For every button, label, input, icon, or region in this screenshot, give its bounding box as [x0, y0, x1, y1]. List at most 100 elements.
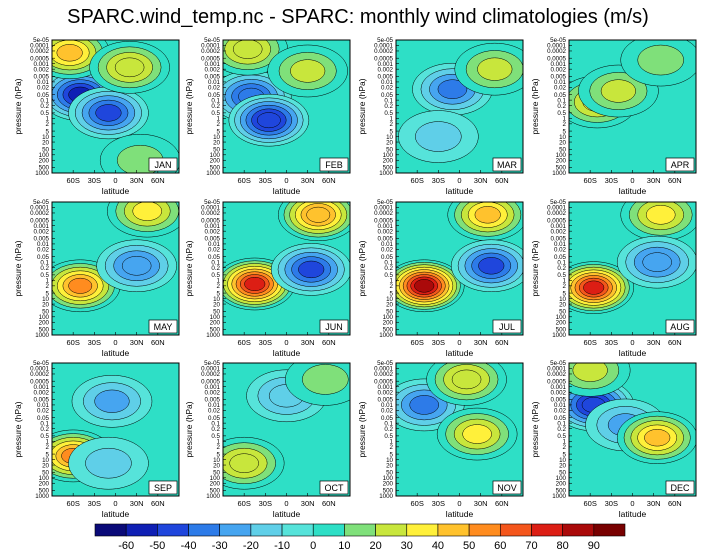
y-tick-label: 5 — [390, 128, 394, 135]
y-axis-label: pressure (hPa) — [13, 78, 23, 134]
y-tick-label: 0.0002 — [30, 210, 49, 217]
y-tick-label: 10 — [213, 134, 220, 141]
y-tick-label: 0.05 — [554, 254, 567, 261]
x-axis-label: latitude — [102, 509, 130, 519]
y-tick-label: 0.02 — [554, 247, 567, 254]
y-tick-label: 1 — [46, 439, 50, 446]
colorbar-swatch — [219, 523, 252, 537]
y-tick-label: 0.5 — [40, 110, 49, 117]
y-tick-label: 50 — [386, 146, 393, 153]
colorbar-label: 0 — [310, 540, 316, 552]
x-tick-label: 30N — [647, 338, 661, 347]
colorbar-label: 80 — [557, 540, 569, 552]
x-tick-label: 30S — [259, 499, 272, 508]
y-tick-label: 10 — [42, 457, 49, 464]
x-tick-label: 0 — [630, 499, 634, 508]
month-label-box — [492, 157, 522, 172]
y-tick-label: 0.5 — [384, 433, 393, 440]
month-label-box — [319, 480, 349, 495]
contour-level — [85, 447, 132, 479]
y-tick-label: 20 — [386, 139, 393, 146]
x-tick-label: 30S — [88, 176, 101, 185]
y-tick-label: 0.1 — [384, 420, 393, 427]
y-tick-label: 5e-05 — [33, 37, 49, 44]
y-tick-label: 0.0001 — [30, 205, 49, 212]
month-label-box — [148, 157, 178, 172]
y-tick-label: 100 — [210, 475, 221, 482]
y-tick-label: 20 — [386, 462, 393, 469]
y-tick-label: 200 — [210, 319, 221, 326]
x-tick-label: 0 — [457, 176, 461, 185]
x-tick-label: 60N — [668, 176, 682, 185]
y-tick-label: 0.0001 — [547, 205, 566, 212]
y-tick-label: 0.0005 — [201, 378, 220, 385]
y-tick-label: 1000 — [552, 170, 566, 177]
y-tick-label: 2 — [563, 283, 567, 290]
y-tick-label: 0.0001 — [201, 205, 220, 212]
contour-level — [637, 44, 684, 76]
x-axis-label: latitude — [619, 186, 647, 196]
x-axis-label: latitude — [273, 186, 301, 196]
x-axis-label: latitude — [619, 348, 647, 358]
y-tick-label: 0.0005 — [201, 217, 220, 224]
y-tick-label: 20 — [559, 139, 566, 146]
colorbar-swatch — [375, 523, 408, 537]
x-tick-label: 0 — [113, 338, 117, 347]
x-tick-label: 0 — [113, 176, 117, 185]
contour-level — [644, 429, 671, 447]
contour-layer — [223, 202, 350, 311]
y-tick-label: 500 — [210, 488, 221, 495]
y-tick-label: 0.002 — [205, 389, 221, 396]
y-axis-label: pressure (hPa) — [530, 401, 540, 457]
contour-level — [121, 256, 152, 276]
y-tick-label: 0.5 — [211, 272, 220, 279]
y-tick-label: 0.2 — [211, 103, 220, 110]
x-tick-label: 60N — [495, 338, 509, 347]
x-tick-label: 30S — [432, 176, 445, 185]
colorbar-label: 70 — [525, 540, 537, 552]
y-tick-label: 5 — [217, 451, 221, 458]
y-tick-label: 100 — [210, 152, 221, 159]
y-tick-label: 0.02 — [37, 247, 50, 254]
y-tick-label: 0.0002 — [201, 48, 220, 55]
colorbar-swatch — [531, 523, 563, 537]
y-tick-label: 0.002 — [205, 228, 221, 235]
contour-level — [244, 276, 266, 291]
colorbar-swatch — [188, 523, 221, 537]
y-tick-label: 0.005 — [551, 397, 567, 404]
y-tick-label: 0.0002 — [30, 48, 49, 55]
y-tick-label: 0.2 — [557, 103, 566, 110]
y-tick-label: 0.001 — [205, 223, 221, 230]
y-tick-label: 0.5 — [40, 433, 49, 440]
y-tick-label: 50 — [213, 469, 220, 476]
y-tick-label: 500 — [383, 165, 394, 172]
y-tick-label: 0.05 — [208, 92, 221, 99]
panel-oct: 5e-050.00010.00020.00050.0010.0020.0050.… — [184, 360, 351, 519]
colorbar-swatch — [406, 523, 439, 537]
y-tick-label: 0.01 — [208, 402, 221, 409]
y-tick-label: 1000 — [206, 332, 220, 339]
y-tick-label: 5e-05 — [33, 199, 49, 206]
contour-level — [114, 57, 145, 78]
x-tick-label: 0 — [630, 176, 634, 185]
y-tick-label: 0.5 — [384, 272, 393, 279]
y-tick-label: 50 — [386, 308, 393, 315]
y-tick-label: 0.1 — [211, 420, 220, 427]
y-tick-label: 0.2 — [40, 103, 49, 110]
y-tick-label: 200 — [556, 319, 567, 326]
y-tick-label: 1 — [217, 278, 221, 285]
x-tick-label: 30N — [301, 338, 315, 347]
y-tick-label: 0.01 — [381, 79, 394, 86]
y-tick-label: 2 — [217, 121, 221, 128]
y-tick-label: 0.02 — [208, 247, 221, 254]
y-tick-label: 500 — [383, 488, 394, 495]
y-tick-label: 0.002 — [205, 66, 221, 73]
x-tick-label: 30N — [301, 499, 315, 508]
month-label: DEC — [670, 483, 690, 493]
x-tick-label: 30S — [432, 499, 445, 508]
y-tick-label: 5e-05 — [550, 360, 566, 367]
y-tick-label: 0.0002 — [374, 371, 393, 378]
y-tick-label: 1 — [390, 116, 394, 123]
y-axis-label: pressure (hPa) — [357, 240, 367, 296]
contour-level — [132, 202, 162, 221]
